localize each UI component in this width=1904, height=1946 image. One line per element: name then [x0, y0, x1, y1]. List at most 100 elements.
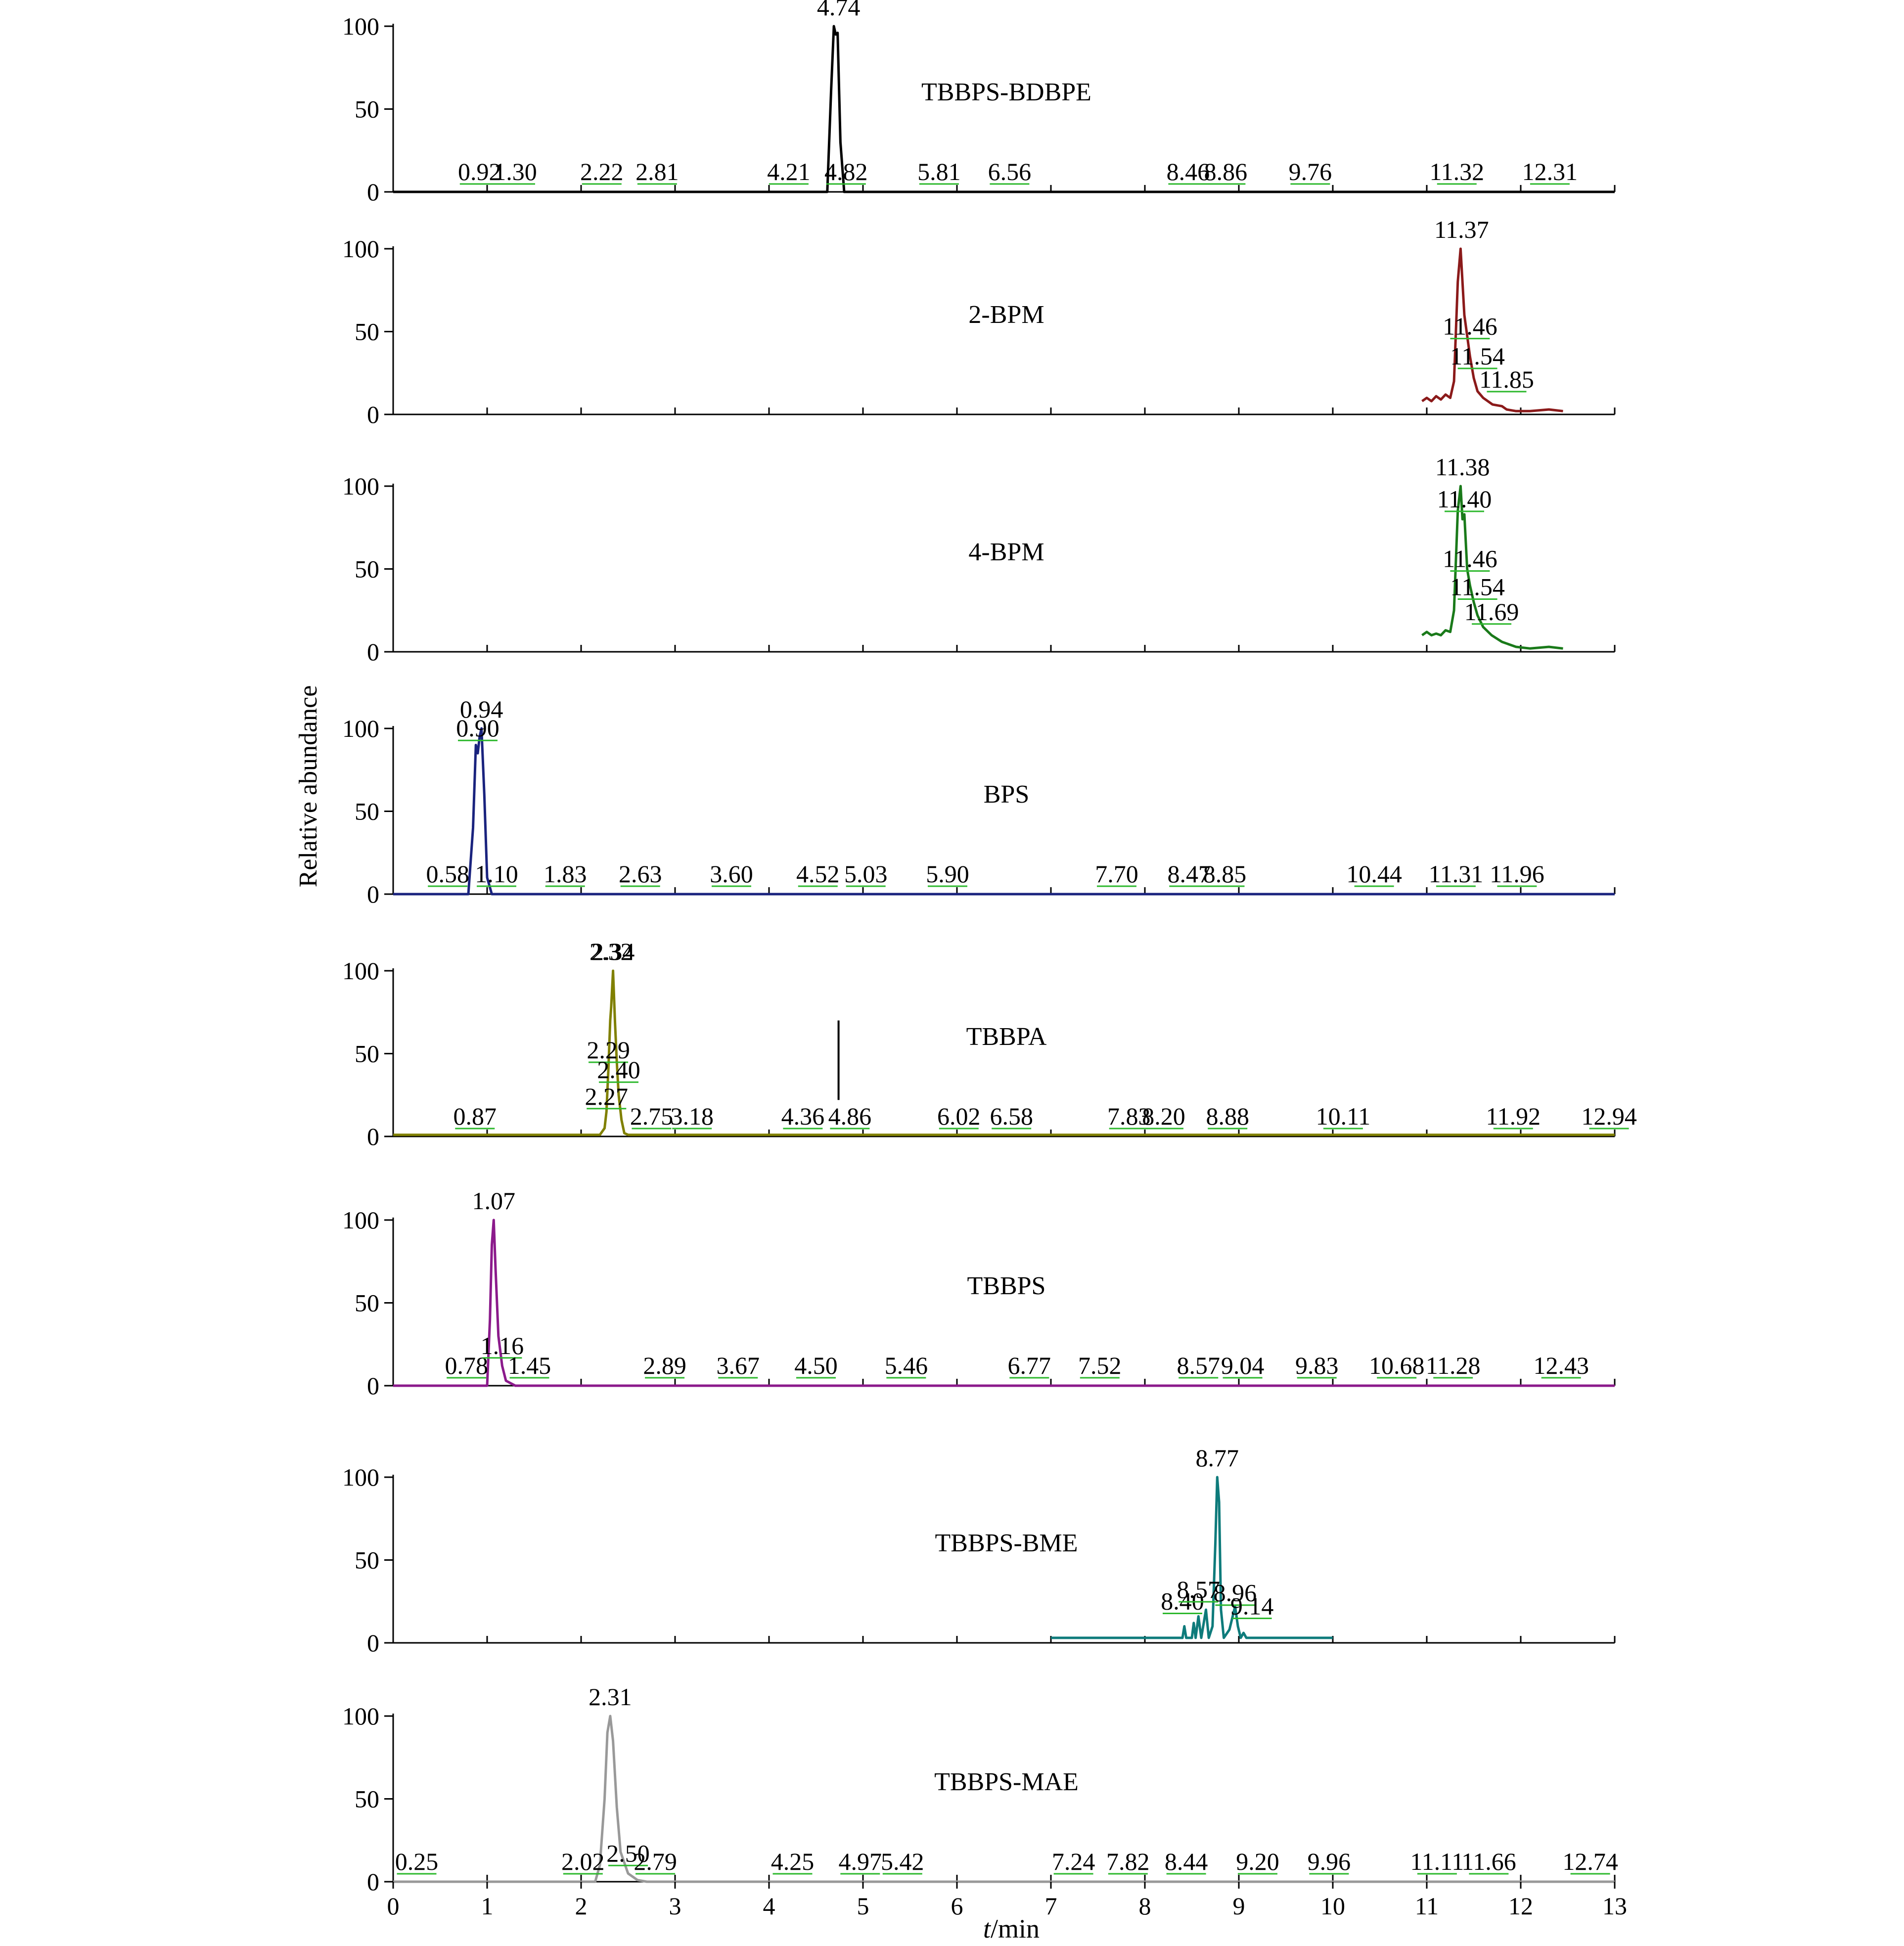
y-tick-label: 100: [342, 472, 379, 500]
y-tick-label: 0: [367, 1868, 379, 1896]
peak-label: 11.46: [1443, 545, 1497, 573]
y-tick-label: 0: [367, 880, 379, 908]
x-tick-label: 8: [1139, 1892, 1151, 1920]
y-tick-label: 50: [355, 1546, 379, 1574]
peak-label: 11.92: [1486, 1102, 1541, 1130]
peak-label: 9.14: [1230, 1592, 1274, 1620]
peak-label: 5.42: [881, 1848, 924, 1875]
peak-label: 6.56: [988, 158, 1032, 185]
peak-label: 11.38: [1435, 453, 1490, 481]
y-tick-label: 0: [367, 1123, 379, 1150]
y-tick-label: 50: [355, 1785, 379, 1813]
peak-label: 0.94: [460, 695, 503, 723]
x-tick-label: 12: [1508, 1892, 1533, 1920]
peak-label: 0.90: [456, 714, 499, 742]
peak-label: 1.83: [544, 860, 587, 888]
peak-label: 11.46: [1443, 313, 1497, 340]
y-tick-label: 100: [342, 1702, 379, 1730]
peak-label: 8.86: [1204, 158, 1248, 185]
peak-label: 2.29: [587, 1036, 630, 1064]
trace-line: [1051, 1476, 1333, 1639]
peak-label: 6.77: [1008, 1352, 1051, 1379]
x-tick-label: 3: [669, 1892, 681, 1920]
peak-label: 8.20: [1142, 1102, 1185, 1130]
peak-label: 11.31: [1429, 860, 1484, 888]
panel-tbbps-bme: 0 50 100 TBBPS-BME 8.408.57 8.77 8.969.14: [342, 1444, 1616, 1657]
y-tick-label: 0: [367, 1629, 379, 1657]
peak-label: 4.50: [794, 1352, 838, 1379]
peak-label: 11.66: [1461, 1848, 1516, 1875]
peak-label: 4.74: [817, 0, 861, 21]
peak-label: 6.58: [990, 1102, 1033, 1130]
peak-label: 11.28: [1426, 1352, 1481, 1379]
peak-label: 1.10: [475, 860, 518, 888]
peak-label: 10.68: [1369, 1352, 1425, 1379]
peak-label: 7.70: [1095, 860, 1138, 888]
peak-label: 4.97: [839, 1848, 882, 1875]
x-tick-label: 1: [481, 1892, 494, 1920]
y-tick-label: 100: [342, 715, 379, 742]
peak-label: 2.34: [591, 938, 635, 965]
compound-name: 2-BPM: [968, 301, 1044, 329]
trace-line: [393, 25, 1615, 193]
x-tick-label: 6: [951, 1892, 963, 1920]
peak-label: 2.02: [561, 1848, 605, 1875]
y-tick-label: 0: [367, 1372, 379, 1400]
time-axis: 0 1 2 3 4 5 6 7 8 9 10 11 12 13: [387, 1882, 1627, 1920]
x-tick-label: 13: [1602, 1892, 1627, 1920]
peak-label: 7.83: [1107, 1102, 1151, 1130]
peak-label: 6.02: [937, 1102, 981, 1130]
chromatogram-panels: 0 50 100 TBBPS-BDBPE 0.921.30 2.22 2.81 4.21 4.7…: [342, 0, 1637, 1896]
y-tick-label: 50: [355, 555, 379, 583]
peak-label: 3.67: [717, 1352, 760, 1379]
peak-label: 8.47: [1168, 860, 1211, 888]
peak-label: 2.81: [635, 158, 679, 185]
peak-label: 4.86: [828, 1102, 872, 1130]
peak-label: 7.24: [1052, 1848, 1095, 1875]
x-tick-label: 9: [1233, 1892, 1245, 1920]
y-tick-label: 50: [355, 1040, 379, 1068]
panel-tbbps-mae: 0 50 100 TBBPS-MAE 0.25 2.02 2.31 2.502.79 4.25 4…: [342, 1683, 1618, 1896]
peak-label: 3.60: [710, 860, 753, 888]
compound-name: TBBPA: [966, 1023, 1047, 1051]
peak-label: 9.76: [1289, 158, 1332, 185]
peak-label: 2.79: [634, 1848, 677, 1875]
compound-name: TBBPS: [967, 1272, 1046, 1300]
peak-label: 7.52: [1078, 1352, 1122, 1379]
peak-label: 8.44: [1165, 1848, 1208, 1875]
y-tick-label: 0: [367, 401, 379, 428]
y-tick-label: 50: [355, 318, 379, 346]
peak-label: 8.57: [1177, 1576, 1221, 1603]
trace-line: [1421, 247, 1563, 412]
x-tick-label: 2: [575, 1892, 588, 1920]
x-tick-label: 5: [857, 1892, 869, 1920]
peak-label: 10.44: [1346, 860, 1402, 888]
x-tick-label: 10: [1320, 1892, 1345, 1920]
peak-label: 11.69: [1464, 598, 1519, 626]
peak-label: 11.96: [1490, 860, 1544, 888]
peak-label: 0.87: [453, 1102, 497, 1130]
peak-label: 1.30: [494, 158, 537, 185]
peak-label: 2.40: [597, 1056, 640, 1084]
peak-label: 10.11: [1316, 1102, 1371, 1130]
peak-label: 9.04: [1221, 1352, 1265, 1379]
peak-label: 2.31: [589, 1683, 632, 1711]
y-tick-label: 100: [342, 1463, 379, 1491]
peak-label: 8.40: [1161, 1587, 1204, 1615]
peak-label: 2.32: [589, 938, 633, 965]
peak-label: 8.88: [1206, 1102, 1249, 1130]
peak-label: 4.36: [781, 1102, 825, 1130]
peak-label: 4.21: [767, 158, 811, 185]
trace-line: [393, 1219, 1615, 1387]
y-tick-label: 100: [342, 235, 379, 263]
peak-label: 12.74: [1562, 1848, 1618, 1875]
panel-tbbpa: 0 50 100 TBBPA 0.87 2.27 2.29 2.322.34 2.40 2.753…: [342, 938, 1637, 1150]
peak-label: 11.54: [1450, 573, 1505, 601]
y-tick-label: 100: [342, 1206, 379, 1234]
peak-label: 8.85: [1203, 860, 1247, 888]
peak-label: 0.58: [426, 860, 469, 888]
trace-line: [393, 1715, 1615, 1883]
compound-name: BPS: [984, 780, 1030, 809]
